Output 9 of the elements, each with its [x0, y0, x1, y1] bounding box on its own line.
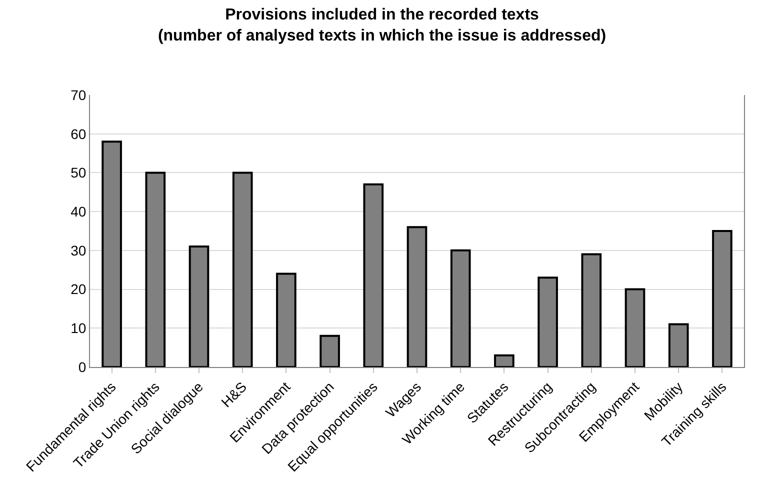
y-tick-label: 70 — [70, 86, 86, 103]
y-tick-label: 60 — [70, 126, 86, 142]
y-tick-label: 50 — [70, 164, 86, 181]
y-tick-label: 30 — [70, 242, 86, 258]
y-tick-label: 0 — [78, 358, 86, 375]
y-tick-label: 20 — [70, 281, 86, 298]
y-tick-label: 10 — [70, 320, 86, 336]
chart-title: Provisions included in the recorded texts (number of analysed texts in which the issue is addressed) — [158, 6, 606, 44]
y-tick-label: 40 — [70, 203, 86, 220]
